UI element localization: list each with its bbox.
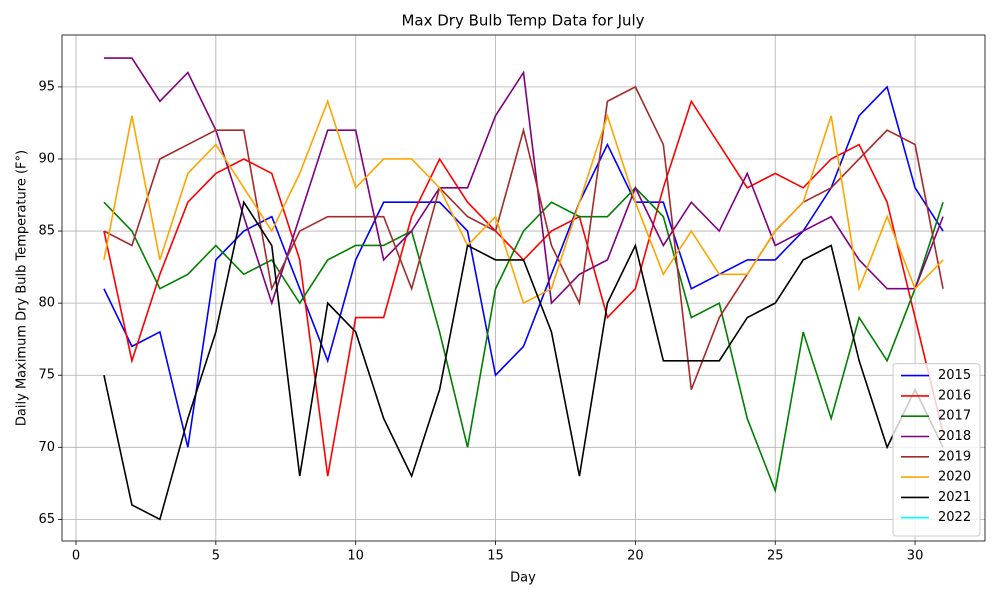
chart-title: Max Dry Bulb Temp Data for July [401, 12, 644, 30]
legend-label: 2019 [938, 449, 971, 464]
y-tick-label: 65 [38, 512, 55, 527]
legend-label: 2018 [938, 429, 971, 444]
legend-label: 2022 [938, 510, 971, 525]
x-axis-label: Day [510, 571, 536, 586]
series-line [103, 57, 944, 306]
series-line [103, 200, 944, 521]
plot-frame [61, 34, 986, 542]
x-tick-label: 25 [767, 549, 784, 564]
x-tick-label: 30 [907, 549, 924, 564]
y-tick-label: 85 [38, 224, 55, 239]
x-tick-label: 15 [487, 549, 504, 564]
y-tick-label: 95 [38, 79, 55, 94]
legend-label: 2016 [938, 388, 971, 403]
x-tick-label: 5 [212, 549, 220, 564]
y-tick-label: 70 [38, 440, 55, 455]
y-tick-label: 90 [38, 151, 55, 166]
legend-label: 2021 [938, 490, 971, 505]
legend-label: 2017 [938, 409, 971, 424]
x-tick-label: 10 [347, 549, 364, 564]
y-axis-label: Daily Maximum Dry Bulb Temperature (F°) [15, 150, 30, 426]
series-line [103, 186, 944, 494]
y-tick-label: 80 [38, 296, 55, 311]
legend-label: 2015 [938, 368, 971, 383]
x-tick-label: 0 [72, 549, 80, 564]
series-line [103, 98, 944, 305]
legend-label: 2020 [938, 470, 971, 485]
y-tick-label: 75 [38, 368, 55, 383]
x-tick-label: 20 [627, 549, 644, 564]
legend-box [892, 363, 981, 537]
